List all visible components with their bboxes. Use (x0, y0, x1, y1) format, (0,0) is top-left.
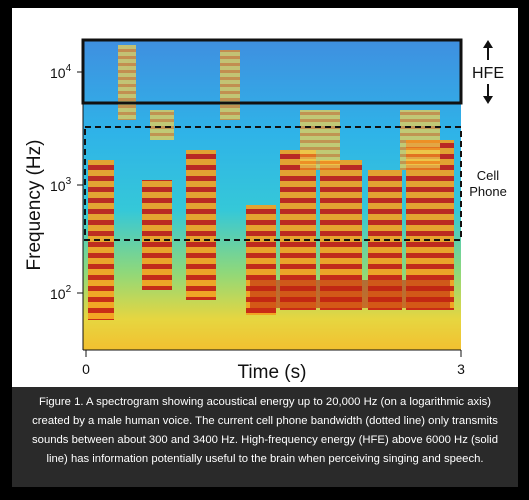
label: 10 (50, 65, 66, 81)
y-axis-label: Frequency (Hz) (24, 140, 45, 271)
x-axis-label: Time (s) (238, 362, 307, 383)
label: 3 (66, 176, 72, 187)
y-tick-label: 103 (50, 176, 72, 194)
y-tick-label: 104 (50, 63, 72, 81)
label: 4 (66, 63, 72, 74)
hfe-label: HFE (472, 65, 504, 82)
caption: Figure 1. A spectrogram showing acoustic… (12, 387, 518, 487)
cell-label: Cell (477, 168, 500, 183)
label: 10 (50, 286, 66, 302)
y-ticks: 104 103 102 (50, 63, 83, 302)
cell-phone-band (84, 126, 462, 241)
x-tick-label: 0 (82, 361, 90, 377)
hfe-arrows (483, 40, 493, 104)
label: 2 (66, 284, 72, 295)
spectrogram (83, 40, 461, 350)
y-tick-label: 102 (50, 284, 72, 302)
phone-label: Phone (469, 184, 507, 199)
x-tick-label: 3 (457, 361, 465, 377)
label: 10 (50, 178, 66, 194)
